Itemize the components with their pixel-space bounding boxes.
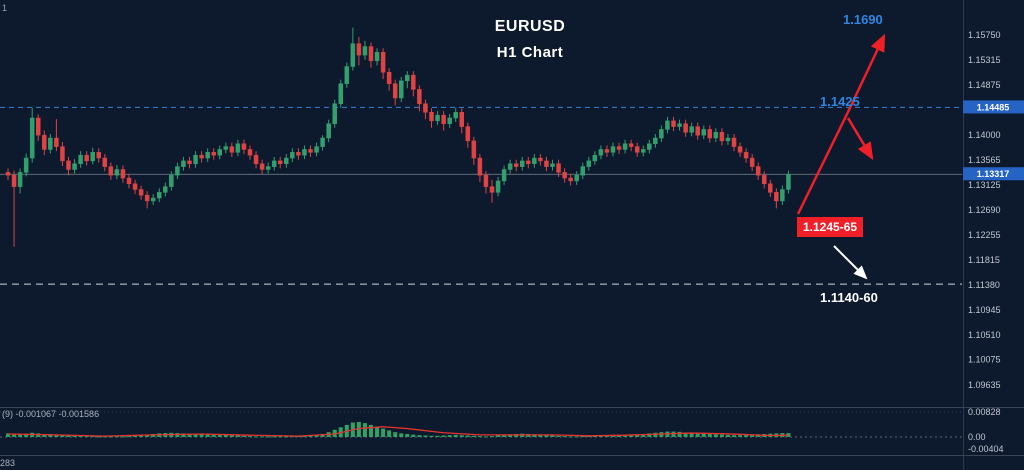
svg-text:0.00: 0.00 xyxy=(968,432,986,442)
svg-text:1.10510: 1.10510 xyxy=(968,330,1001,340)
svg-text:1.14485: 1.14485 xyxy=(977,102,1010,112)
svg-text:1.13317: 1.13317 xyxy=(977,169,1010,179)
candles-layer xyxy=(5,27,791,247)
signal-line xyxy=(7,426,789,437)
bearish-target-arrow xyxy=(833,245,868,280)
levels-layer xyxy=(0,106,962,285)
svg-text:-0.00404: -0.00404 xyxy=(968,444,1004,454)
svg-text:1.13565: 1.13565 xyxy=(968,155,1001,165)
svg-text:1.15315: 1.15315 xyxy=(968,55,1001,65)
svg-text:1.12255: 1.12255 xyxy=(968,230,1001,240)
svg-text:1.15750: 1.15750 xyxy=(968,30,1001,40)
svg-text:1.11815: 1.11815 xyxy=(968,255,1000,265)
svg-text:1.14875: 1.14875 xyxy=(968,80,1001,90)
annotation-arrows xyxy=(796,33,886,280)
svg-text:1.12690: 1.12690 xyxy=(968,205,1001,215)
svg-text:1.10945: 1.10945 xyxy=(968,305,1001,315)
svg-text:1.11380: 1.11380 xyxy=(968,280,1000,290)
indicator-layer: 0.00828 0.00 -0.00404 xyxy=(0,407,1024,456)
svg-text:1.09635: 1.09635 xyxy=(968,380,1001,390)
supply-zone-badge: 1.1245-65 xyxy=(797,217,864,237)
svg-text:1.14000: 1.14000 xyxy=(968,130,1001,140)
timeframe-title: H1 Chart xyxy=(496,44,564,61)
svg-text:1.13125: 1.13125 xyxy=(968,180,1001,190)
indicator-values-label: (9) -0.001067 -0.001586 xyxy=(2,409,100,419)
svg-text:1.10075: 1.10075 xyxy=(968,355,1001,365)
bullish-scenario-arrow xyxy=(796,33,886,215)
resistance-annotation-label: 1.1425 xyxy=(820,94,860,109)
symbol-title: EURUSD xyxy=(494,18,566,35)
chart-corner-label: 1 xyxy=(2,3,8,13)
bottom-left-label: 283 xyxy=(0,458,16,468)
rejection-scenario-arrow xyxy=(846,117,874,161)
svg-text:0.00828: 0.00828 xyxy=(968,407,1001,417)
support-zone-label: 1.1140-60 xyxy=(820,290,878,305)
target-up-label: 1.1690 xyxy=(843,12,883,27)
price-axis: 1.157501.153151.148751.144401.140001.135… xyxy=(963,0,1024,470)
